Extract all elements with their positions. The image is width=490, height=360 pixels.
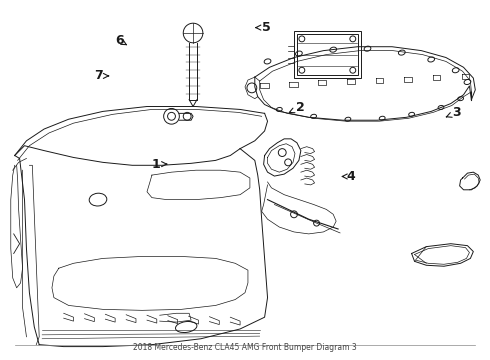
Text: 7: 7 [94,69,109,82]
Text: 2: 2 [290,101,305,114]
Bar [294,31,361,78]
Text: 4: 4 [343,170,355,183]
Text: 3: 3 [446,107,461,120]
Text: 2018 Mercedes-Benz CLA45 AMG Front Bumper Diagram 3: 2018 Mercedes-Benz CLA45 AMG Front Bumpe… [133,342,357,351]
Text: 5: 5 [256,21,271,34]
Text: 6: 6 [115,34,126,47]
Text: 1: 1 [152,158,167,171]
Bar [297,34,358,75]
